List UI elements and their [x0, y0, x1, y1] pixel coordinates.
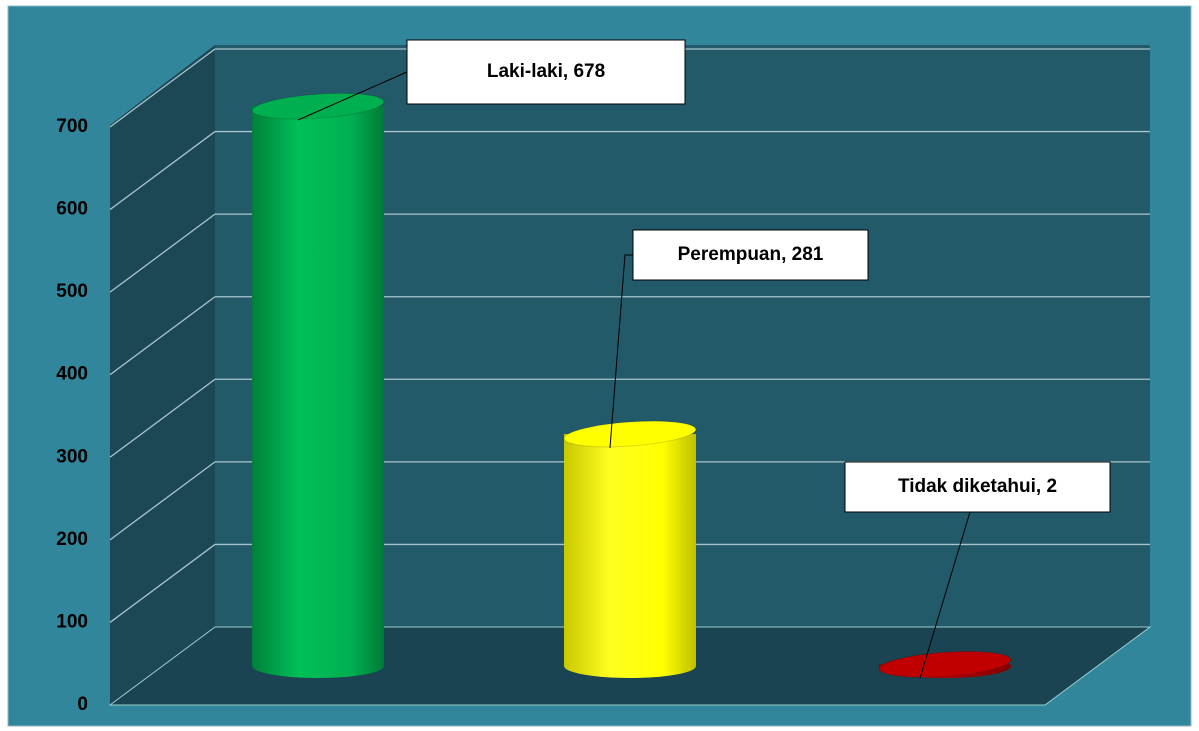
- y-tick-label: 200: [56, 529, 88, 550]
- y-tick-label: 400: [56, 364, 88, 385]
- y-tick-label: 600: [56, 199, 88, 220]
- bar: [252, 106, 384, 678]
- y-tick-label: 500: [56, 281, 88, 302]
- grid-line: [109, 378, 216, 458]
- data-label: Perempuan, 281: [678, 244, 824, 265]
- data-label: Tidak diketahui, 2: [898, 476, 1057, 497]
- leader-line: [609, 254, 633, 449]
- bar-top: [878, 651, 1012, 678]
- data-label-box: [406, 39, 686, 105]
- grid-line: [109, 131, 216, 211]
- bar-top: [563, 420, 697, 448]
- leader-line: [297, 71, 408, 121]
- grid-line: [109, 296, 216, 376]
- data-label: Laki-laki, 678: [487, 61, 605, 82]
- grid-line: [109, 48, 216, 128]
- grid-line: [109, 213, 216, 293]
- y-tick-label: 700: [56, 116, 88, 137]
- side-wall: [110, 45, 215, 705]
- grid-line: [109, 461, 216, 541]
- data-label-box: [632, 229, 869, 281]
- bar-top: [251, 92, 385, 120]
- leader-line: [919, 511, 971, 679]
- bar: [564, 433, 696, 678]
- y-tick-label: 0: [77, 694, 88, 715]
- y-tick-label: 100: [56, 611, 88, 632]
- grid-line: [109, 543, 216, 623]
- data-label-box: [844, 461, 1111, 513]
- y-tick-label: 300: [56, 446, 88, 467]
